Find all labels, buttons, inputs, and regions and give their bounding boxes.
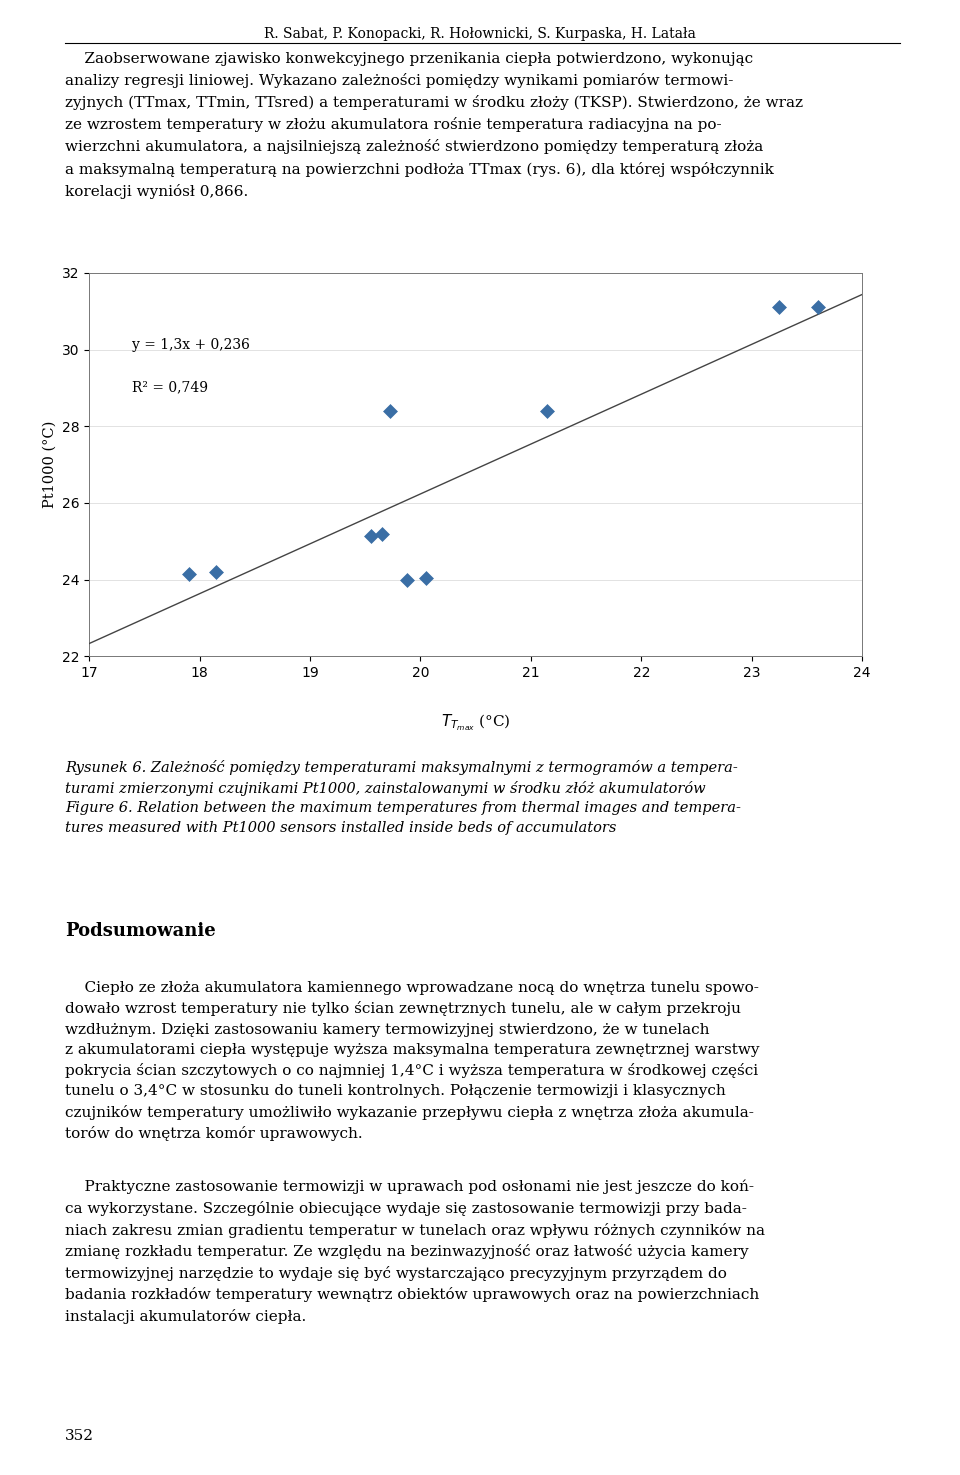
- Point: [208, 560, 224, 584]
- Point: [772, 295, 787, 319]
- Point: [810, 295, 826, 319]
- Text: R. Sabat, P. Konopacki, R. Hołownicki, S. Kurpaska, H. Latała: R. Sabat, P. Konopacki, R. Hołownicki, S…: [264, 27, 696, 40]
- Point: [363, 524, 378, 547]
- Point: [419, 566, 434, 590]
- Point: [374, 522, 390, 546]
- Text: y = 1,3x + 0,236: y = 1,3x + 0,236: [132, 338, 250, 353]
- Point: [399, 568, 415, 591]
- Point: [180, 562, 196, 586]
- Point: [540, 400, 555, 423]
- Y-axis label: Pt1000 (°C): Pt1000 (°C): [42, 420, 57, 509]
- Point: [382, 400, 397, 423]
- Text: Ciepło ze złoża akumulatora kamiennego wprowadzane nocą do wnętrza tunelu spowo-: Ciepło ze złoża akumulatora kamiennego w…: [65, 981, 759, 1142]
- Text: Praktyczne zastosowanie termowizji w uprawach pod osłonami nie jest jeszcze do k: Praktyczne zastosowanie termowizji w upr…: [65, 1180, 765, 1325]
- Text: Zaobserwowane zjawisko konwekcyjnego przenikania ciepła potwierdzono, wykonując
: Zaobserwowane zjawisko konwekcyjnego prz…: [65, 52, 804, 199]
- Text: Podsumowanie: Podsumowanie: [65, 922, 216, 940]
- Text: Rysunek 6. Zależność pomiędzy temperaturami maksymalnymi z termogramów a tempera: Rysunek 6. Zależność pomiędzy temperatur…: [65, 760, 741, 835]
- Text: R² = 0,749: R² = 0,749: [132, 381, 207, 394]
- Text: $T_{T_{max}}$ (°C): $T_{T_{max}}$ (°C): [441, 712, 511, 733]
- Text: 352: 352: [65, 1429, 94, 1443]
